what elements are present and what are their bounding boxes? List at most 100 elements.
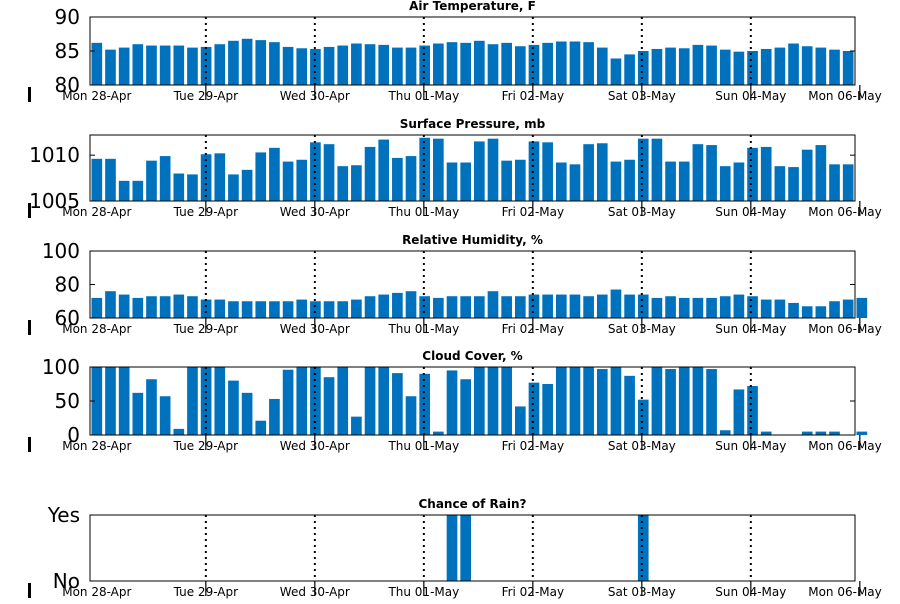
x-tick-label: Tue 29-Apr xyxy=(173,322,238,336)
bar xyxy=(624,294,635,318)
bar xyxy=(282,369,294,435)
x-tick-label: Sun 04-May xyxy=(715,585,786,599)
bar xyxy=(187,47,198,85)
bar xyxy=(433,43,444,85)
bar xyxy=(610,289,622,318)
bar xyxy=(801,46,813,85)
x-tick-label: Sat 03-May xyxy=(608,205,676,219)
bar xyxy=(310,301,321,318)
bar xyxy=(514,296,526,318)
bar xyxy=(774,299,786,318)
bar xyxy=(733,162,745,201)
bar xyxy=(528,382,540,435)
bar xyxy=(842,164,854,201)
bar xyxy=(829,301,840,318)
x-tick-label: Fri 02-May xyxy=(502,585,565,599)
bar xyxy=(460,296,471,318)
bar xyxy=(637,294,649,318)
bar xyxy=(433,297,444,318)
bar xyxy=(692,144,704,201)
bar xyxy=(596,47,608,85)
y-tick-label: 100 xyxy=(42,239,80,263)
bar xyxy=(241,38,253,85)
bar xyxy=(146,160,157,201)
bar xyxy=(555,294,567,318)
bar xyxy=(514,159,526,201)
bar xyxy=(214,299,226,318)
bar xyxy=(651,367,663,435)
bar xyxy=(269,398,280,435)
bar xyxy=(173,428,185,435)
bar xyxy=(678,48,690,85)
bar xyxy=(501,160,512,201)
bar xyxy=(255,152,267,201)
bar xyxy=(105,291,116,318)
bar xyxy=(542,294,553,318)
bar xyxy=(474,40,485,85)
bar xyxy=(187,174,198,201)
bar xyxy=(788,302,799,318)
bar xyxy=(583,296,594,318)
bar xyxy=(760,146,772,201)
bar xyxy=(474,296,485,318)
bar xyxy=(91,42,103,85)
chart-title: Air Temperature, F xyxy=(409,0,536,13)
x-tick xyxy=(28,320,31,335)
bar xyxy=(760,431,772,435)
bar xyxy=(228,174,239,201)
bar xyxy=(323,377,335,435)
x-tick-label: Fri 02-May xyxy=(502,322,565,336)
bar xyxy=(555,367,567,435)
bar xyxy=(351,165,362,201)
bar xyxy=(351,299,362,318)
x-tick xyxy=(28,583,31,598)
bar xyxy=(132,392,144,435)
bar xyxy=(610,161,622,201)
bar xyxy=(856,431,868,435)
bar xyxy=(501,296,512,318)
bar xyxy=(214,153,226,201)
x-tick xyxy=(28,437,31,452)
bar xyxy=(282,161,294,201)
bar xyxy=(378,294,390,318)
x-tick-label: Mon 28-Apr xyxy=(62,89,131,103)
bar xyxy=(241,169,253,201)
bar xyxy=(460,42,471,85)
bar xyxy=(323,144,335,201)
bar xyxy=(474,367,485,435)
bar xyxy=(624,375,635,435)
bar xyxy=(637,515,649,581)
bar xyxy=(555,41,567,85)
bar xyxy=(815,306,827,318)
bar xyxy=(241,392,253,435)
bar xyxy=(801,149,813,201)
bar xyxy=(200,299,212,318)
bar xyxy=(829,49,840,85)
y-tick-label: 60 xyxy=(55,306,80,330)
bar xyxy=(665,369,676,435)
x-tick-label: Thu 01-May xyxy=(387,322,459,336)
bar xyxy=(528,141,540,201)
bar xyxy=(624,159,635,201)
x-tick-label: Mon 06-May xyxy=(808,439,882,453)
bar xyxy=(856,297,868,318)
bar xyxy=(624,54,635,85)
x-tick-label: Mon 06-May xyxy=(808,89,882,103)
bar xyxy=(788,167,799,201)
bar xyxy=(173,173,185,201)
bar xyxy=(665,296,676,318)
bar xyxy=(815,145,827,201)
chart-title: Surface Pressure, mb xyxy=(400,117,546,131)
bar xyxy=(829,164,840,201)
bar xyxy=(118,294,130,318)
bar xyxy=(583,42,594,85)
bar xyxy=(514,46,526,85)
bar xyxy=(228,301,239,318)
bar xyxy=(337,367,349,435)
bar xyxy=(296,299,308,318)
bar xyxy=(214,367,226,435)
x-tick-label: Wed 30-Apr xyxy=(280,205,350,219)
bar xyxy=(446,370,458,435)
bar xyxy=(474,141,485,201)
bar xyxy=(542,42,553,85)
